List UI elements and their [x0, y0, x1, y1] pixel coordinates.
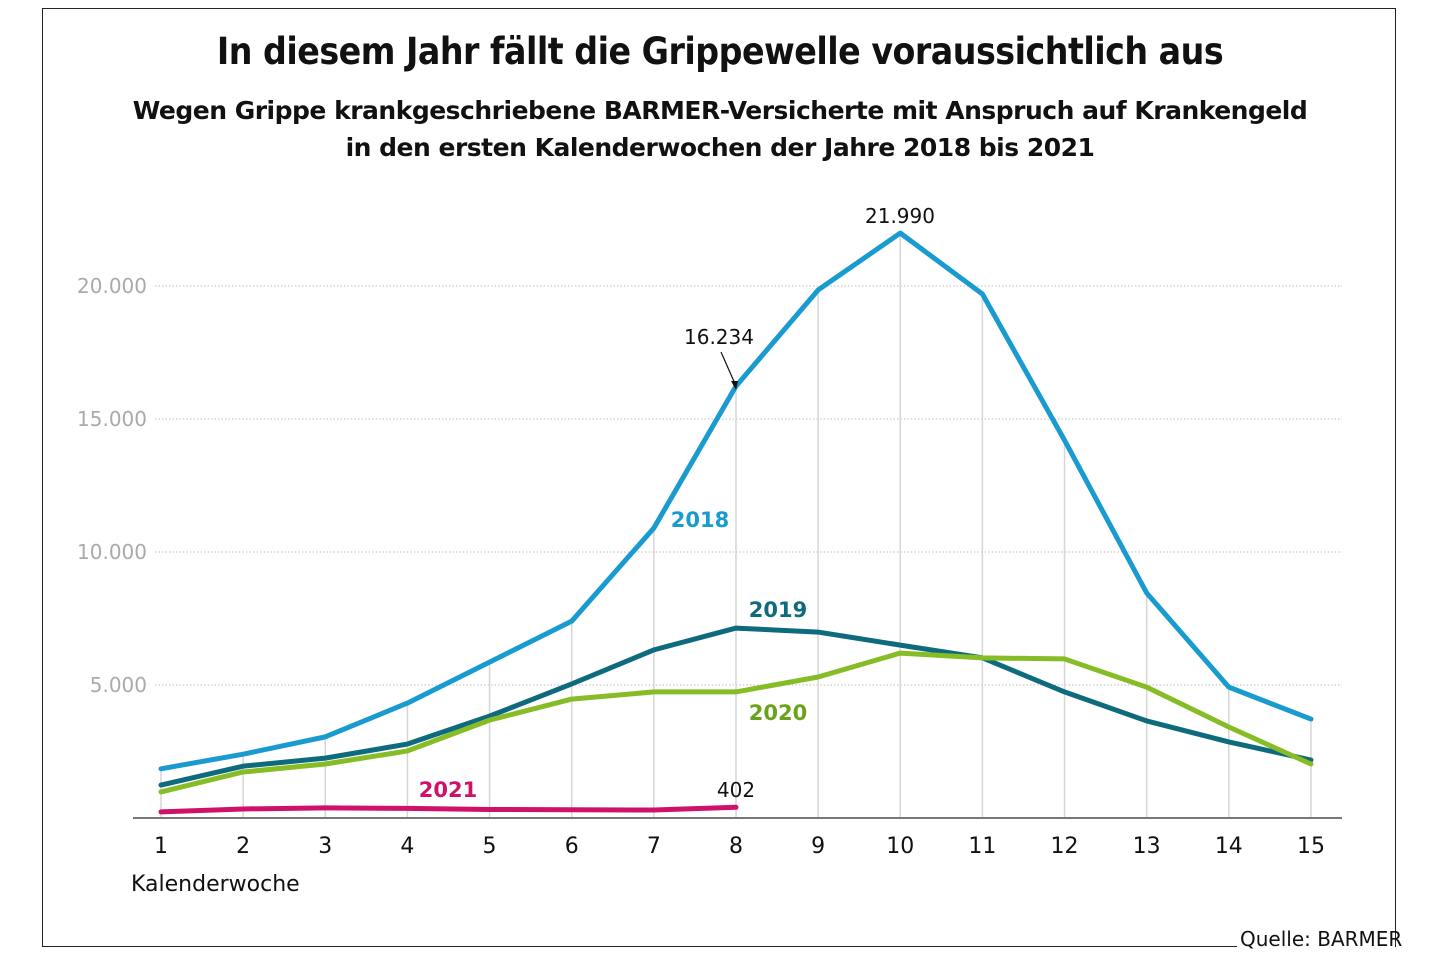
x-tick-label: 7 [647, 834, 661, 859]
series-label-2021: 2021 [419, 778, 477, 802]
y-tick-label: 15.000 [77, 407, 147, 431]
x-tick-label: 15 [1297, 834, 1325, 859]
x-tick-label: 5 [483, 834, 497, 859]
source-note: Quelle: BARMER [1240, 927, 1403, 951]
x-tick-label: 3 [318, 834, 332, 859]
series-label-2018: 2018 [671, 508, 729, 532]
x-tick-label: 9 [811, 834, 825, 859]
data-label: 21.990 [865, 204, 935, 228]
series-label-2019: 2019 [749, 598, 807, 622]
series-line-2019 [158, 625, 1314, 788]
y-tick-label: 20.000 [77, 274, 147, 298]
x-tick-label: 10 [886, 834, 914, 859]
series-label-2020: 2020 [749, 701, 807, 725]
series-line-2020 [158, 650, 1314, 795]
data-label: 16.234 [684, 325, 754, 349]
annotation-arrowhead [731, 381, 738, 390]
x-tick-label: 12 [1051, 834, 1079, 859]
x-tick-label: 14 [1215, 834, 1243, 859]
chart-subtitle-line2: in den ersten Kalenderwochen der Jahre 2… [345, 133, 1095, 162]
x-tick-label: 4 [400, 834, 414, 859]
y-tick-label: 10.000 [77, 540, 147, 564]
x-tick-label: 6 [565, 834, 579, 859]
series-line-2021 [158, 804, 739, 815]
x-tick-label: 2 [236, 834, 250, 859]
annotation-pointer [720, 351, 737, 387]
chart-subtitle-line1: Wegen Grippe krankgeschriebene BARMER-Ve… [132, 96, 1308, 125]
x-tick-label: 8 [729, 834, 743, 859]
chart-title: In diesem Jahr fällt die Grippewelle vor… [216, 30, 1224, 73]
chart-frame [42, 8, 1396, 947]
x-tick-label: 13 [1133, 834, 1161, 859]
frame-bottom-line [42, 946, 1237, 947]
x-tick-label: 1 [154, 834, 168, 859]
x-axis-title: Kalenderwoche [131, 872, 300, 897]
x-tick-label: 11 [968, 834, 996, 859]
data-label: 402 [717, 778, 755, 802]
y-tick-label: 5.000 [90, 673, 147, 697]
